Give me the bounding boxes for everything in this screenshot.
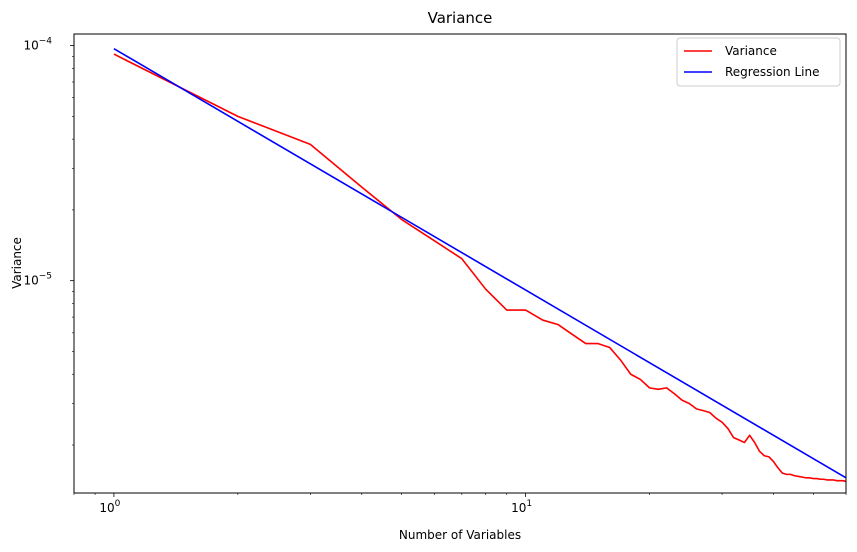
x-tick-exponent: 0 xyxy=(115,499,121,509)
x-tick-label: 100 xyxy=(99,499,120,515)
chart-title: Variance xyxy=(428,9,493,27)
legend: Variance Regression Line xyxy=(676,37,841,87)
x-tick-label: 101 xyxy=(511,499,532,515)
x-tick-exponent: 1 xyxy=(526,499,532,509)
legend-label: Regression Line xyxy=(725,65,819,79)
y-tick-exponent: −4 xyxy=(39,37,53,47)
y-tick-label: 10−5 xyxy=(23,272,52,288)
y-tick-exponent: −5 xyxy=(39,272,52,282)
y-axis-label: Variance xyxy=(10,237,24,289)
legend-box xyxy=(676,37,841,87)
series-line-regression-line xyxy=(113,47,847,479)
series-layer xyxy=(113,47,847,483)
legend-label: Variance xyxy=(725,44,777,58)
x-axis-label: Number of Variables xyxy=(399,528,521,542)
plot-frame xyxy=(73,33,847,494)
y-tick-label: 10−4 xyxy=(23,37,52,53)
series-line-variance xyxy=(113,53,847,483)
